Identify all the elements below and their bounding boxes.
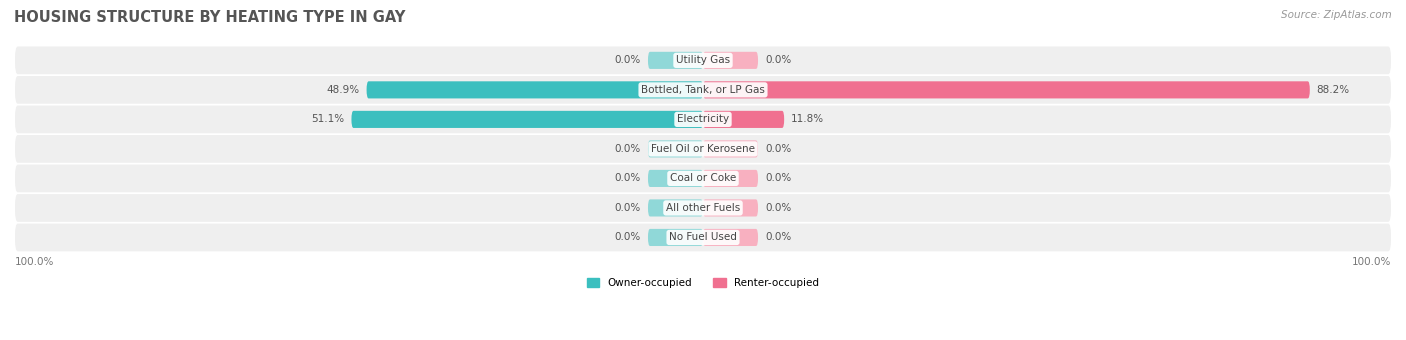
Text: Bottled, Tank, or LP Gas: Bottled, Tank, or LP Gas bbox=[641, 85, 765, 95]
Text: 0.0%: 0.0% bbox=[614, 144, 641, 154]
Text: All other Fuels: All other Fuels bbox=[666, 203, 740, 213]
FancyBboxPatch shape bbox=[703, 52, 758, 69]
FancyBboxPatch shape bbox=[15, 135, 1391, 163]
Legend: Owner-occupied, Renter-occupied: Owner-occupied, Renter-occupied bbox=[582, 274, 824, 292]
Text: 0.0%: 0.0% bbox=[765, 173, 792, 183]
FancyBboxPatch shape bbox=[648, 52, 703, 69]
Text: 0.0%: 0.0% bbox=[614, 203, 641, 213]
Text: 88.2%: 88.2% bbox=[1316, 85, 1350, 95]
FancyBboxPatch shape bbox=[703, 229, 758, 246]
FancyBboxPatch shape bbox=[15, 224, 1391, 251]
Text: 11.8%: 11.8% bbox=[792, 114, 824, 124]
FancyBboxPatch shape bbox=[648, 170, 703, 187]
FancyBboxPatch shape bbox=[703, 111, 785, 128]
Text: 0.0%: 0.0% bbox=[614, 173, 641, 183]
Text: 100.0%: 100.0% bbox=[1351, 257, 1391, 267]
FancyBboxPatch shape bbox=[367, 81, 703, 99]
FancyBboxPatch shape bbox=[648, 140, 703, 157]
FancyBboxPatch shape bbox=[15, 165, 1391, 192]
Text: 0.0%: 0.0% bbox=[765, 203, 792, 213]
Text: Electricity: Electricity bbox=[676, 114, 730, 124]
FancyBboxPatch shape bbox=[703, 140, 758, 157]
FancyBboxPatch shape bbox=[15, 105, 1391, 133]
Text: 0.0%: 0.0% bbox=[765, 233, 792, 242]
Text: 0.0%: 0.0% bbox=[614, 55, 641, 65]
FancyBboxPatch shape bbox=[15, 76, 1391, 104]
Text: 0.0%: 0.0% bbox=[614, 233, 641, 242]
Text: 100.0%: 100.0% bbox=[15, 257, 55, 267]
Text: 51.1%: 51.1% bbox=[311, 114, 344, 124]
FancyBboxPatch shape bbox=[703, 170, 758, 187]
FancyBboxPatch shape bbox=[15, 47, 1391, 74]
FancyBboxPatch shape bbox=[648, 229, 703, 246]
Text: Coal or Coke: Coal or Coke bbox=[669, 173, 737, 183]
Text: Fuel Oil or Kerosene: Fuel Oil or Kerosene bbox=[651, 144, 755, 154]
FancyBboxPatch shape bbox=[703, 199, 758, 217]
Text: Source: ZipAtlas.com: Source: ZipAtlas.com bbox=[1281, 10, 1392, 20]
Text: HOUSING STRUCTURE BY HEATING TYPE IN GAY: HOUSING STRUCTURE BY HEATING TYPE IN GAY bbox=[14, 10, 405, 25]
Text: 0.0%: 0.0% bbox=[765, 144, 792, 154]
FancyBboxPatch shape bbox=[703, 81, 1310, 99]
FancyBboxPatch shape bbox=[352, 111, 703, 128]
Text: 48.9%: 48.9% bbox=[326, 85, 360, 95]
Text: No Fuel Used: No Fuel Used bbox=[669, 233, 737, 242]
FancyBboxPatch shape bbox=[648, 199, 703, 217]
Text: Utility Gas: Utility Gas bbox=[676, 55, 730, 65]
Text: 0.0%: 0.0% bbox=[765, 55, 792, 65]
FancyBboxPatch shape bbox=[15, 194, 1391, 222]
